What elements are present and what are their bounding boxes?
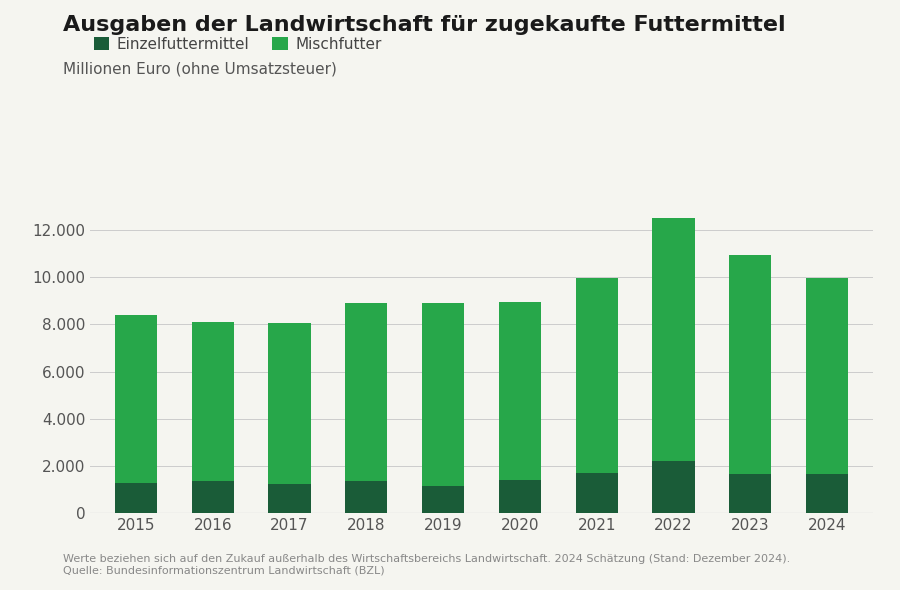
- Bar: [806, 474, 848, 513]
- Bar: [346, 303, 388, 481]
- Bar: [806, 278, 848, 474]
- Bar: [268, 323, 310, 484]
- Legend: Einzelfuttermittel, Mischfutter: Einzelfuttermittel, Mischfutter: [94, 37, 382, 52]
- Bar: [115, 483, 158, 513]
- Bar: [729, 474, 771, 513]
- Bar: [422, 486, 464, 513]
- Bar: [729, 255, 771, 474]
- Text: Werte beziehen sich auf den Zukauf außerhalb des Wirtschaftsbereichs Landwirtsch: Werte beziehen sich auf den Zukauf außer…: [63, 553, 790, 575]
- Bar: [422, 303, 464, 486]
- Bar: [115, 315, 158, 483]
- Bar: [192, 481, 234, 513]
- Bar: [346, 481, 388, 513]
- Bar: [268, 484, 310, 513]
- Bar: [499, 302, 541, 480]
- Bar: [499, 480, 541, 513]
- Text: Ausgaben der Landwirtschaft für zugekaufte Futtermittel: Ausgaben der Landwirtschaft für zugekauf…: [63, 15, 786, 35]
- Text: Millionen Euro (ohne Umsatzsteuer): Millionen Euro (ohne Umsatzsteuer): [63, 62, 337, 77]
- Bar: [652, 461, 695, 513]
- Bar: [575, 473, 617, 513]
- Bar: [652, 218, 695, 461]
- Bar: [192, 322, 234, 481]
- Bar: [575, 278, 617, 473]
